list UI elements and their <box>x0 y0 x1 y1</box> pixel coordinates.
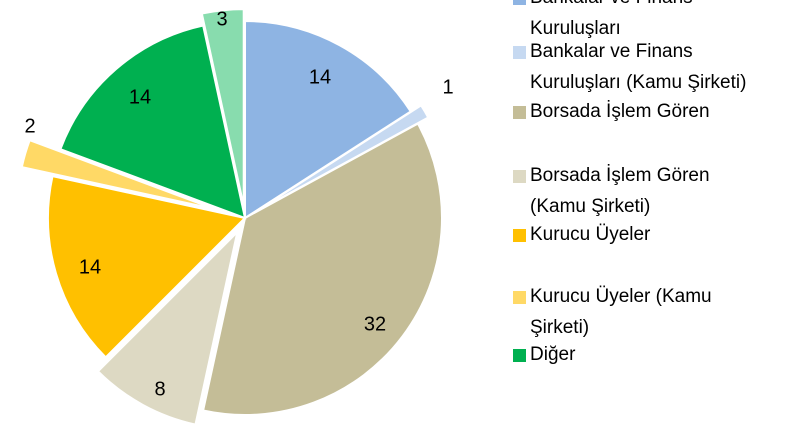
legend-line: (Kamu Şirketi) <box>530 196 650 217</box>
pie-slice <box>200 8 245 207</box>
legend-label: Diğer <box>530 344 576 365</box>
data-label: 1 <box>442 76 453 98</box>
legend-line: Kuruluşları (Kamu Şirketi) <box>530 72 746 93</box>
legend-label: Borsada İşlem Gören (Kamu Şirketi) <box>530 165 710 217</box>
legend-label: Bankalar ve Finans Kuruluşları (Kamu Şirk… <box>530 41 746 93</box>
pie-slice <box>59 24 247 220</box>
legend-line: Kuruluşları <box>530 18 621 39</box>
legend-line: Borsada İşlem Gören <box>530 165 710 186</box>
pie-slice <box>244 19 413 220</box>
pie-slice <box>47 174 248 359</box>
data-label: 32 <box>364 313 386 335</box>
legend-line: Şirketi) <box>530 317 589 338</box>
data-label: 3 <box>216 8 227 30</box>
pie-slice <box>20 138 215 210</box>
legend-swatch <box>513 229 526 242</box>
legend-swatch <box>513 349 526 362</box>
data-label: 14 <box>79 256 101 278</box>
legend-swatch <box>513 46 526 59</box>
legend-label: Kurucu Üyeler <box>530 224 651 245</box>
legend-swatch <box>513 170 526 183</box>
data-label: 14 <box>129 86 151 108</box>
data-label: 8 <box>154 378 165 400</box>
legend-swatch <box>513 0 526 5</box>
legend-line: Bankalar ve Finans <box>530 0 693 8</box>
pie-slice <box>201 122 443 416</box>
pie-slice <box>254 103 430 213</box>
legend-line: Bankalar ve Finans <box>530 41 693 62</box>
legend-label: Borsada İşlem Gören <box>530 101 710 122</box>
legend-label: Kurucu Üyeler (Kamu Şirketi) <box>530 286 712 338</box>
legend-line: Kurucu Üyeler (Kamu <box>530 286 712 307</box>
pie-slice <box>96 228 240 426</box>
data-label: 2 <box>24 115 35 137</box>
legend-swatch <box>513 106 526 119</box>
legend-swatch <box>513 291 526 304</box>
data-label: 14 <box>309 66 331 88</box>
legend-label: Bankalar ve Finans Kuruluşları <box>530 0 693 39</box>
